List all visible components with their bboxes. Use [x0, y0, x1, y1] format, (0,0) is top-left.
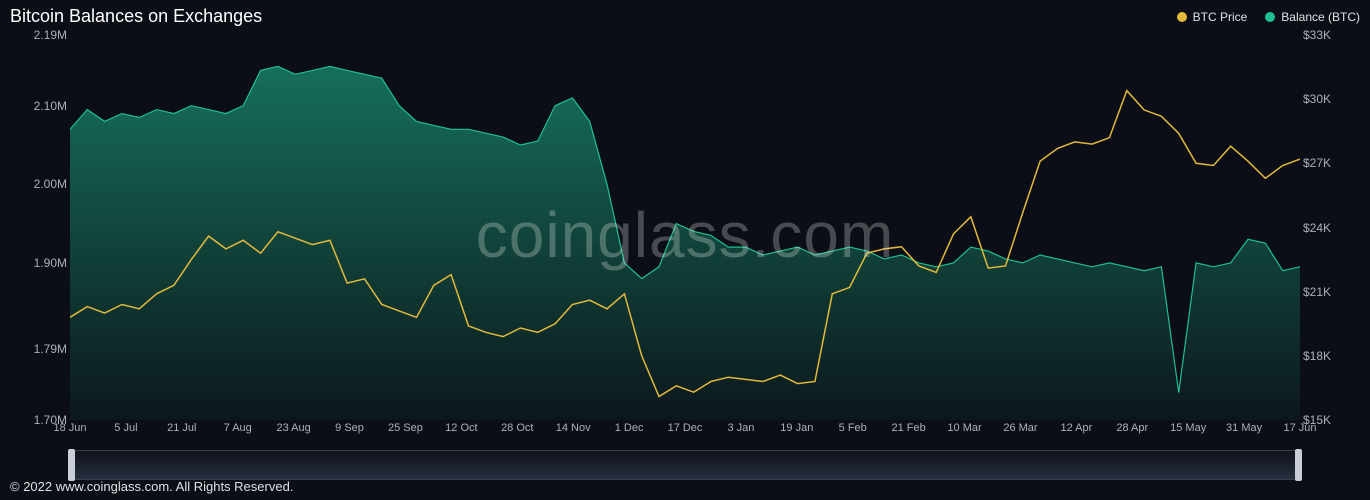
x-tick: 9 Sep: [335, 422, 364, 434]
y-right-tick: $18K: [1303, 349, 1331, 363]
time-brush[interactable]: [70, 450, 1300, 480]
x-tick: 3 Jan: [727, 422, 754, 434]
x-tick: 21 Jul: [167, 422, 196, 434]
y-right-tick: $27K: [1303, 156, 1331, 170]
x-tick: 1 Dec: [615, 422, 644, 434]
x-tick: 12 Oct: [445, 422, 477, 434]
x-tick: 21 Feb: [892, 422, 926, 434]
y-right-tick: $24K: [1303, 221, 1331, 235]
x-tick: 28 Oct: [501, 422, 533, 434]
x-tick: 26 Mar: [1003, 422, 1037, 434]
x-tick: 25 Sep: [388, 422, 423, 434]
brush-handle-right[interactable]: [1295, 449, 1302, 481]
x-tick: 10 Mar: [947, 422, 981, 434]
x-tick: 5 Jul: [114, 422, 137, 434]
y-right-tick: $21K: [1303, 285, 1331, 299]
legend-dot-balance: [1265, 12, 1275, 22]
x-tick: 5 Feb: [839, 422, 867, 434]
copyright: © 2022 www.coinglass.com. All Rights Res…: [10, 479, 293, 494]
y-left-tick: 2.19M: [34, 28, 67, 42]
legend-label-price: BTC Price: [1193, 10, 1248, 24]
brush-handle-left[interactable]: [68, 449, 75, 481]
x-tick: 14 Nov: [556, 422, 591, 434]
y-right-tick: $33K: [1303, 28, 1331, 42]
chart-title: Bitcoin Balances on Exchanges: [10, 6, 262, 27]
y-axis-left: 2.19M2.10M2.00M1.90M1.79M1.70M: [12, 35, 67, 420]
y-left-tick: 2.00M: [34, 177, 67, 191]
x-axis: 18 Jun5 Jul21 Jul7 Aug23 Aug9 Sep25 Sep1…: [70, 422, 1300, 442]
y-axis-right: $33K$30K$27K$24K$21K$18K$15K: [1303, 35, 1358, 420]
x-tick: 12 Apr: [1060, 422, 1092, 434]
legend-item-balance[interactable]: Balance (BTC): [1265, 10, 1360, 24]
legend-item-price[interactable]: BTC Price: [1177, 10, 1248, 24]
chart-svg: [70, 35, 1300, 420]
x-tick: 31 May: [1226, 422, 1262, 434]
x-tick: 19 Jan: [780, 422, 813, 434]
legend-label-balance: Balance (BTC): [1281, 10, 1360, 24]
x-tick: 28 Apr: [1116, 422, 1148, 434]
x-tick: 18 Jun: [53, 422, 86, 434]
y-left-tick: 1.79M: [34, 342, 67, 356]
x-tick: 17 Dec: [668, 422, 703, 434]
x-tick: 15 May: [1170, 422, 1206, 434]
x-tick: 7 Aug: [224, 422, 252, 434]
y-left-tick: 1.90M: [34, 256, 67, 270]
y-left-tick: 2.10M: [34, 99, 67, 113]
x-tick: 17 Jun: [1283, 422, 1316, 434]
x-tick: 23 Aug: [276, 422, 310, 434]
legend-dot-price: [1177, 12, 1187, 22]
chart-plot[interactable]: [70, 35, 1300, 420]
y-right-tick: $30K: [1303, 92, 1331, 106]
legend: BTC Price Balance (BTC): [1177, 10, 1360, 24]
